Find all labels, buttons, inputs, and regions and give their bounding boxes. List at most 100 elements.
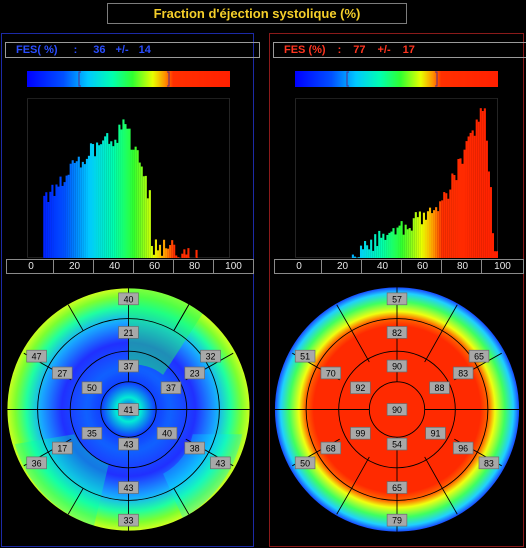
histogram-bar — [396, 227, 399, 258]
histogram-bar — [104, 136, 107, 258]
axis-tick: 80 — [441, 259, 484, 274]
histogram-bar — [408, 228, 411, 258]
histogram-bar — [386, 234, 389, 258]
histogram-bar — [132, 149, 135, 258]
segment-value: 83 — [478, 456, 500, 470]
histogram-bar — [146, 198, 149, 258]
segment-value: 88 — [429, 381, 450, 395]
histogram-bar — [73, 162, 76, 258]
histogram-bar — [353, 256, 356, 258]
histogram-bar — [357, 257, 361, 258]
histogram-bar — [89, 143, 93, 258]
histogram-bar — [398, 225, 401, 258]
histogram-bar — [57, 186, 60, 258]
segment-value: 82 — [386, 326, 408, 339]
axis-tick: 60 — [401, 259, 444, 274]
histogram-bar — [406, 229, 409, 258]
histogram-bar — [426, 211, 430, 258]
histogram-bar — [96, 142, 99, 258]
segment-value: 91 — [425, 426, 446, 440]
segment-value: 35 — [81, 426, 103, 440]
segment-value-text: 23 — [190, 368, 200, 378]
segment-value-text: 99 — [356, 429, 366, 439]
segment-value: 43 — [210, 456, 231, 470]
segment-value-text: 47 — [32, 352, 42, 362]
segment-value: 41 — [118, 403, 139, 416]
segment-value-text: 27 — [57, 368, 67, 378]
histogram-bar — [359, 245, 363, 258]
histogram-bar — [150, 245, 153, 258]
histogram-bar — [388, 232, 391, 258]
histogram-bar — [412, 218, 415, 258]
segment-value: 68 — [320, 441, 342, 455]
segment-value-text: 65 — [474, 352, 484, 362]
segment-value-text: 32 — [206, 352, 216, 362]
histogram-bar — [175, 255, 178, 258]
segment-value-text: 50 — [300, 458, 310, 468]
segment-value: 92 — [350, 381, 371, 395]
segment-value: 21 — [118, 326, 139, 339]
histogram-bar — [134, 146, 137, 258]
polar-bullseye-map: 40 21 37 32 23 37 41 50 27 47 17 36 35 40 38 43 43 33 43 — [6, 286, 251, 532]
segment-value-text: 51 — [300, 352, 310, 362]
stress-panel: FES (%):77 +/- 17 0 20 40 60 80 100 — [269, 33, 526, 547]
axis-tick: 20 — [321, 259, 364, 274]
histogram-bar — [118, 124, 121, 258]
x-axis: 0 20 40 60 80 100 — [5, 259, 254, 274]
histogram-bar — [372, 250, 375, 258]
histogram-bar — [165, 248, 168, 258]
histogram-bar — [469, 132, 472, 258]
histogram-bar — [83, 164, 86, 258]
histogram-bar — [475, 119, 478, 258]
histogram-bar — [368, 249, 371, 258]
histogram-bar — [366, 245, 369, 258]
segment-value: 90 — [386, 403, 408, 416]
histogram-bar — [171, 240, 174, 258]
histogram-bar — [402, 234, 405, 258]
axis-tick: 80 — [173, 259, 216, 274]
segment-value: 32 — [200, 349, 221, 363]
segment-value-text: 40 — [162, 429, 172, 439]
segment-value-text: 88 — [435, 383, 445, 393]
histogram-bar — [400, 221, 403, 258]
segment-value-text: 21 — [124, 328, 134, 338]
histogram-bar — [110, 141, 113, 258]
histogram-bar — [45, 192, 48, 258]
segment-value: 70 — [320, 366, 342, 380]
histogram-bar — [79, 167, 82, 258]
fes-sd: 14 — [138, 44, 151, 56]
axis-tick: 100 — [213, 259, 254, 274]
fes-histogram — [295, 98, 498, 258]
histogram-bar — [420, 224, 423, 258]
segment-value-text: 37 — [166, 383, 176, 393]
segment-value-text: 54 — [392, 440, 402, 450]
histogram-bar — [451, 173, 454, 258]
segment-value: 65 — [468, 349, 490, 363]
segment-value: 79 — [386, 513, 408, 527]
fes-sd: 17 — [402, 44, 415, 56]
histogram-bar — [380, 237, 383, 258]
segment-value-text: 70 — [326, 368, 336, 378]
segment-value: 17 — [52, 441, 73, 455]
segment-value-text: 65 — [392, 483, 402, 493]
segment-value: 96 — [452, 441, 474, 455]
histogram-bar — [378, 230, 381, 258]
histogram-bar — [122, 119, 125, 258]
histogram-bar — [112, 146, 115, 258]
histogram-bar — [431, 213, 434, 258]
histogram-bar — [445, 193, 448, 258]
segment-value: 83 — [452, 366, 474, 380]
segment-value: 23 — [184, 366, 205, 380]
histogram-bar — [87, 155, 90, 258]
segment-value-text: 90 — [392, 405, 402, 415]
histogram-bar — [148, 190, 151, 258]
histogram-bar — [394, 234, 397, 258]
segment-value-text: 96 — [458, 443, 468, 453]
segment-value: 43 — [118, 481, 139, 494]
segment-value: 47 — [26, 349, 47, 363]
histogram-bar — [422, 212, 425, 258]
histogram-bar — [374, 234, 377, 258]
segment-value-text: 41 — [124, 405, 134, 415]
histogram-bar — [455, 180, 458, 258]
histogram-bar — [459, 158, 462, 258]
